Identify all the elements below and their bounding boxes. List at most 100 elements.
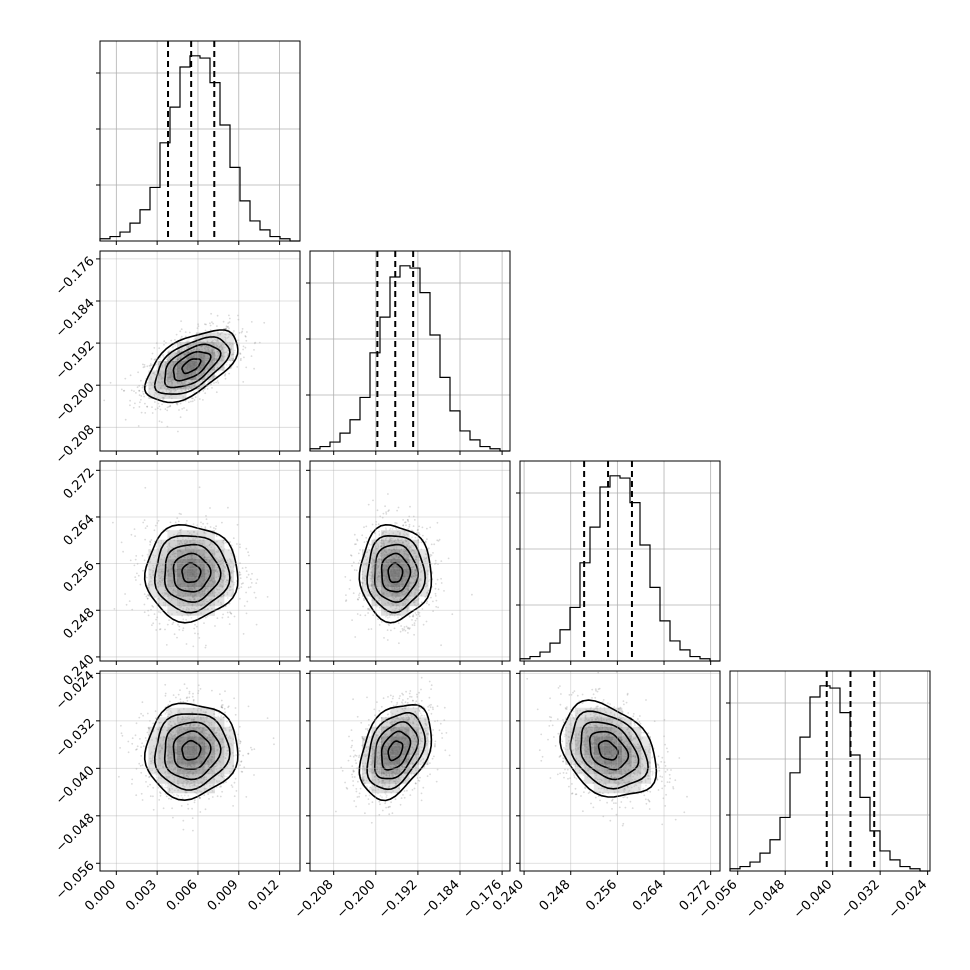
sample-point [212, 322, 215, 325]
sample-point [211, 592, 214, 594]
sample-point [133, 528, 136, 530]
sample-point [224, 373, 227, 376]
sample-point [414, 599, 417, 602]
sample-point [140, 746, 143, 748]
sample-point [210, 312, 213, 315]
sample-point [387, 548, 390, 551]
density-cell [176, 539, 187, 550]
sample-point [393, 540, 396, 543]
sample-point [185, 388, 187, 391]
sample-point [217, 382, 220, 384]
sample-point [221, 369, 224, 372]
sample-point [144, 402, 146, 405]
sample-point [389, 537, 392, 540]
sample-point [168, 350, 170, 352]
sample-point [350, 554, 352, 556]
sample-point [377, 546, 380, 548]
sample-point [371, 586, 374, 589]
density-cell [409, 577, 420, 588]
sample-point [209, 370, 212, 373]
sample-point [169, 368, 172, 370]
sample-point [193, 547, 196, 550]
sample-point [431, 571, 434, 573]
sample-point [185, 358, 187, 361]
sample-point [221, 586, 224, 589]
sample-point [158, 568, 161, 571]
sample-point [412, 575, 415, 578]
sample-point [224, 333, 226, 336]
sample-point [177, 358, 180, 361]
sample-point [181, 389, 184, 392]
sample-point [183, 348, 186, 351]
sample-point [158, 374, 161, 377]
sample-point [432, 600, 434, 603]
sample-point [224, 580, 227, 583]
sample-point [129, 559, 132, 562]
sample-point [210, 349, 213, 351]
sample-point [378, 558, 381, 561]
sample-point [363, 541, 366, 543]
sample-point [376, 572, 378, 575]
sample-point [146, 594, 149, 596]
sample-point [228, 623, 231, 625]
sample-point [170, 389, 173, 392]
sample-point [220, 578, 223, 581]
sample-point [200, 526, 203, 528]
sample-point [147, 583, 150, 585]
sample-point [204, 347, 206, 350]
sample-point [239, 750, 242, 752]
sample-point [425, 585, 427, 588]
sample-point [146, 597, 149, 600]
sample-point [205, 587, 207, 590]
sample-point [373, 594, 376, 597]
sample-point [420, 594, 423, 597]
sample-point [219, 332, 222, 335]
density-cell [157, 577, 168, 588]
sample-point [188, 602, 190, 605]
sample-point [192, 539, 194, 542]
density-cell [224, 332, 234, 342]
density-cell [400, 596, 410, 607]
sample-point [169, 405, 172, 408]
sample-point [211, 590, 214, 593]
sample-point [193, 597, 196, 600]
sample-point [146, 405, 149, 408]
sample-point [217, 353, 220, 355]
sample-point [168, 396, 171, 398]
sample-point [352, 561, 355, 564]
sample-point [187, 381, 190, 384]
sample-point [240, 357, 242, 360]
sample-point [202, 390, 205, 392]
sample-point [389, 538, 392, 541]
sample-point [147, 614, 150, 617]
sample-point [376, 567, 379, 570]
sample-point [187, 346, 190, 349]
sample-point [141, 390, 144, 393]
sample-point [383, 543, 385, 546]
sample-point [154, 408, 157, 411]
sample-point [168, 405, 170, 408]
sample-point [379, 606, 381, 609]
sample-point [246, 331, 248, 333]
sample-point [188, 386, 191, 388]
sample-point [191, 400, 194, 403]
sample-point [167, 704, 170, 706]
sample-point [382, 531, 384, 534]
density-cell [205, 360, 215, 371]
sample-point [192, 829, 194, 832]
sample-point [152, 372, 155, 375]
sample-point [214, 547, 216, 550]
sample-point [369, 574, 372, 577]
density-cell [214, 332, 225, 342]
sample-point [180, 357, 182, 359]
sample-point [194, 337, 197, 339]
sample-point [167, 595, 169, 598]
sample-point [202, 522, 205, 525]
sample-point [399, 598, 402, 601]
sample-point [418, 611, 421, 614]
sample-point [204, 616, 207, 619]
sample-point [154, 524, 157, 527]
density-cell [381, 530, 391, 540]
sample-point [372, 499, 374, 502]
sample-point [163, 396, 165, 399]
